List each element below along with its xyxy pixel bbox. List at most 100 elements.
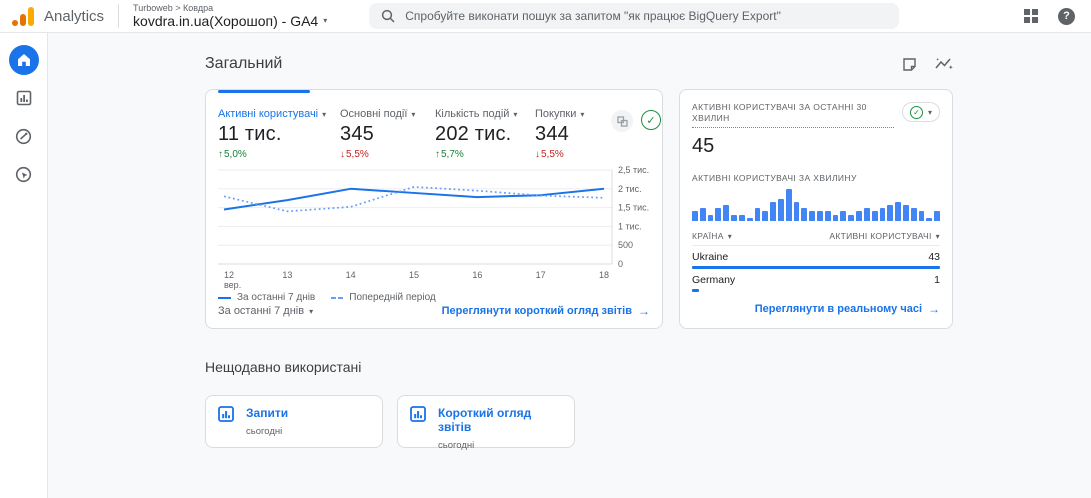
minute-bar xyxy=(762,211,768,221)
minute-bar xyxy=(887,205,893,221)
chevron-down-icon: ▾ xyxy=(928,108,932,117)
metric-key-events[interactable]: Основні події▾ 345 ↓5,5% xyxy=(340,108,435,160)
arrow-right-icon xyxy=(928,302,940,316)
chevron-down-icon: ▾ xyxy=(513,110,517,119)
table-row[interactable]: Ukraine 43 xyxy=(692,246,940,269)
country-rows: Ukraine 43 Germany 1 xyxy=(692,246,940,292)
minute-bars-chart[interactable] xyxy=(692,189,940,221)
compare-disabled-icon[interactable] xyxy=(611,110,633,132)
svg-text:2 тис.: 2 тис. xyxy=(618,184,642,194)
country-name: Ukraine xyxy=(692,251,728,263)
sidebar-item-explore[interactable] xyxy=(9,121,39,151)
country-users-value: 43 xyxy=(928,251,940,263)
metric-purchases[interactable]: Покупки▾ 344 ↓5,5% xyxy=(535,108,611,160)
search-icon xyxy=(381,9,395,23)
recent-item-time: сьогодні xyxy=(246,426,288,437)
table-row[interactable]: Germany 1 xyxy=(692,269,940,292)
minute-bar xyxy=(786,189,792,221)
svg-text:вер.: вер. xyxy=(224,280,241,290)
minute-bar xyxy=(880,208,886,221)
metric-value: 202 тис. xyxy=(435,123,535,146)
main-area: Загальний Активні кор xyxy=(48,33,1091,498)
chevron-down-icon: ▾ xyxy=(309,307,313,316)
chevron-down-icon: ▾ xyxy=(411,110,415,119)
active-metric-tab-indicator xyxy=(218,90,310,93)
metric-active-users[interactable]: Активні користувачі▾ 11 тис. ↑5,0% xyxy=(218,108,340,160)
divider xyxy=(118,4,119,28)
minute-bar xyxy=(739,215,745,221)
minute-bar xyxy=(848,215,854,221)
legend-solid-line-icon xyxy=(218,297,231,299)
sidebar-item-reports[interactable] xyxy=(9,83,39,113)
reports-snapshot-link[interactable]: Переглянути короткий огляд звітів xyxy=(442,304,650,318)
explore-icon xyxy=(15,128,32,145)
property-switcher[interactable]: Turboweb > Ковдра kovdra.in.ua(Хорошоп) … xyxy=(133,3,327,29)
svg-text:1 тис.: 1 тис. xyxy=(618,221,642,231)
minute-bar xyxy=(895,202,901,221)
chevron-down-icon: ▾ xyxy=(936,232,940,241)
data-quality-check-icon[interactable]: ✓ xyxy=(641,110,661,130)
metric-delta: ↓5,5% xyxy=(340,149,435,160)
legend-label: За останні 7 днів xyxy=(237,292,315,303)
minute-bar xyxy=(801,208,807,221)
data-quality-check-icon: ✓ xyxy=(910,106,923,119)
sidebar-item-home[interactable] xyxy=(9,45,39,75)
metric-event-count[interactable]: Кількість подій▾ 202 тис. ↑5,7% xyxy=(435,108,535,160)
minute-bar xyxy=(731,215,737,221)
note-icon[interactable] xyxy=(902,57,917,72)
minute-bar xyxy=(794,202,800,221)
svg-text:15: 15 xyxy=(409,270,419,280)
minute-bar xyxy=(723,205,729,221)
legend-label: Попередній період xyxy=(349,292,436,303)
svg-text:18: 18 xyxy=(599,270,609,280)
metric-delta: ↑5,7% xyxy=(435,149,535,160)
realtime-status-dropdown[interactable]: ✓ ▾ xyxy=(902,102,940,122)
svg-text:500: 500 xyxy=(618,240,633,250)
svg-text:1,5 тис.: 1,5 тис. xyxy=(618,203,649,213)
recent-item-label: Короткий огляд звітів xyxy=(438,406,562,434)
recent-item-reports-snapshot[interactable]: Короткий огляд звітів сьогодні xyxy=(397,395,575,448)
page-title: Загальний xyxy=(205,55,282,73)
active-users-column-header[interactable]: АКТИВНІ КОРИСТУВАЧІ▾ xyxy=(829,231,940,241)
chart-legend: За останні 7 днів Попередній період xyxy=(218,292,650,303)
minute-bar xyxy=(809,211,815,221)
apps-grid-icon[interactable] xyxy=(1024,9,1038,23)
country-bar xyxy=(692,289,699,292)
svg-text:12: 12 xyxy=(224,270,234,280)
metric-value: 11 тис. xyxy=(218,123,340,146)
minute-bar xyxy=(755,208,761,221)
sidebar-item-advertising[interactable] xyxy=(9,159,39,189)
minute-bar xyxy=(840,211,846,221)
report-icon xyxy=(218,406,234,437)
metric-delta: ↓5,5% xyxy=(535,149,611,160)
realtime-title: АКТИВНІ КОРИСТУВАЧІ ЗА ОСТАННІ 30 ХВИЛИН xyxy=(692,102,894,128)
country-users-value: 1 xyxy=(934,274,940,286)
search-bar[interactable] xyxy=(369,3,899,29)
report-icon xyxy=(410,406,426,437)
country-column-header[interactable]: КРАЇНА▾ xyxy=(692,231,732,241)
analytics-logo-icon xyxy=(12,6,36,26)
overview-line-chart[interactable]: 2,5 тис.2 тис.1,5 тис.1 тис.500012131415… xyxy=(218,164,650,292)
chevron-down-icon: ▾ xyxy=(580,110,584,119)
help-icon[interactable]: ? xyxy=(1058,8,1075,25)
insights-icon[interactable] xyxy=(935,57,953,71)
minute-bar xyxy=(770,202,776,221)
search-input[interactable] xyxy=(405,9,887,23)
recent-item-queries[interactable]: Запити сьогодні xyxy=(205,395,383,448)
minute-bar xyxy=(825,211,831,221)
realtime-table-header: КРАЇНА▾ АКТИВНІ КОРИСТУВАЧІ▾ xyxy=(692,231,940,246)
minute-bar xyxy=(817,211,823,221)
realtime-report-link[interactable]: Переглянути в реальному часі xyxy=(755,302,940,316)
left-navigation xyxy=(0,33,48,498)
date-range-select[interactable]: За останні 7 днів▾ xyxy=(218,305,313,317)
svg-text:16: 16 xyxy=(472,270,482,280)
per-minute-label: АКТИВНІ КОРИСТУВАЧІ ЗА ХВИЛИНУ xyxy=(692,173,940,183)
minute-bar xyxy=(747,218,753,221)
minute-bar xyxy=(911,208,917,221)
svg-text:14: 14 xyxy=(346,270,356,280)
minute-bar xyxy=(833,215,839,221)
minute-bar xyxy=(700,208,706,221)
minute-bar xyxy=(926,218,932,221)
top-app-bar: Analytics Turboweb > Ковдра kovdra.in.ua… xyxy=(0,0,1091,33)
minute-bar xyxy=(708,215,714,221)
